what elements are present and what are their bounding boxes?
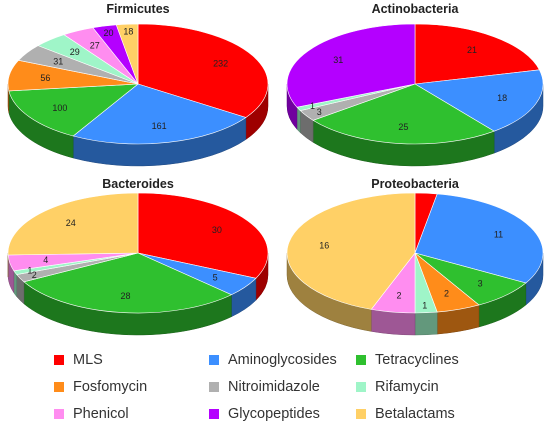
pie-slice-tetracyclines xyxy=(23,252,233,314)
data-label-aminoglycosides: 161 xyxy=(152,121,167,131)
pie-slice-aminoglycosides xyxy=(414,193,544,284)
legend-swatch xyxy=(54,409,64,419)
legend-swatch xyxy=(54,355,64,365)
legend-item-aminoglycosides: Aminoglycosides xyxy=(209,352,337,368)
legend-label: Glycopeptides xyxy=(228,406,320,422)
pie-slice-betalactams xyxy=(286,192,416,310)
legend-item-glycopeptides: Glycopeptides xyxy=(209,406,320,422)
legend: MLS Aminoglycosides Tetracyclines Fosfomyci… xyxy=(54,352,524,430)
legend-swatch xyxy=(356,355,366,365)
legend-swatch xyxy=(356,409,366,419)
pie-slice-tetracyclines xyxy=(312,83,495,145)
legend-item-phenicol: Phenicol xyxy=(54,406,129,422)
legend-swatch xyxy=(356,382,366,392)
chart-title: Actinobacteria xyxy=(372,2,460,16)
data-label-nitroimidazole: 3 xyxy=(317,107,322,117)
legend-swatch xyxy=(209,382,219,392)
pie-slice-betalactams xyxy=(115,23,139,85)
pie-slice-aminoglycosides xyxy=(414,69,544,132)
pie-chart-proteobacteria: 11 3 2 1 2 16 Proteobacteria xyxy=(286,177,544,336)
data-label-aminoglycosides: 11 xyxy=(494,230,503,240)
legend-label: Nitroimidazole xyxy=(228,379,320,395)
legend-label: Fosfomycin xyxy=(73,379,148,395)
legend-swatch xyxy=(54,382,64,392)
data-label-nitroimidazole: 31 xyxy=(53,56,63,66)
legend-item-fosfomycin: Fosfomycin xyxy=(54,379,147,395)
chart-title: Proteobacteria xyxy=(371,177,460,191)
pie-side-walls xyxy=(286,252,544,336)
data-label-fosfomycin: 2 xyxy=(444,289,449,299)
legend-item-betalactams: Betalactams xyxy=(356,406,455,422)
data-label-tetracyclines: 100 xyxy=(52,103,67,113)
pie-chart-actinobacteria: 21 18 25 31 31 Actinobacteria xyxy=(286,2,544,167)
data-label-betalactams: 24 xyxy=(66,218,76,228)
legend-label: Betalactams xyxy=(375,406,455,422)
data-label-fosfomycin: 56 xyxy=(40,73,50,83)
chart-title: Bacteroides xyxy=(102,177,174,191)
data-label-phenicol: 27 xyxy=(90,41,100,51)
legend-item-rifamycin: Rifamycin xyxy=(356,379,439,395)
pie-chart-bacteroides: 30 5 28 21 4 24 Bacteroides xyxy=(7,177,269,336)
data-label-rifamycin: 1 xyxy=(310,101,315,111)
data-label-betalactams: 16 xyxy=(319,240,329,250)
legend-item-nitroimidazole: Nitroimidazole xyxy=(209,379,320,395)
data-label-mls: 232 xyxy=(213,59,228,69)
pie-slice-betalactams xyxy=(7,192,139,256)
pie-slice-mls xyxy=(137,23,269,118)
pie-slice-mls xyxy=(137,192,269,279)
data-label-rifamycin: 1 xyxy=(27,265,32,275)
legend-label: Phenicol xyxy=(73,406,129,422)
data-label-tetracyclines: 25 xyxy=(398,122,408,132)
pie-slice-tetracyclines xyxy=(8,83,139,137)
legend-label: Rifamycin xyxy=(375,379,439,395)
data-label-aminoglycosides: 18 xyxy=(497,93,507,103)
pie-side-phenicol xyxy=(370,309,416,336)
legend-label: Tetracyclines xyxy=(375,352,459,368)
chart-title: Firmicutes xyxy=(106,2,169,16)
pie-side-walls xyxy=(7,83,269,167)
data-label-tetracyclines: 28 xyxy=(121,291,131,301)
pie-slice-glycopeptides xyxy=(286,23,416,108)
pie-slice-mls xyxy=(414,23,540,85)
pie-side-rifamycin xyxy=(296,106,301,134)
data-label-mls: 30 xyxy=(212,225,222,235)
legend-swatch xyxy=(209,355,219,365)
legend-label: Aminoglycosides xyxy=(228,352,337,368)
data-label-rifamycin: 1 xyxy=(422,301,427,311)
pie-side-rifamycin xyxy=(13,269,17,298)
legend-label: MLS xyxy=(73,352,103,368)
data-label-rifamycin: 29 xyxy=(70,47,80,57)
legend-swatch xyxy=(209,409,219,419)
pie-side-rifamycin xyxy=(414,311,438,336)
data-label-betalactams: 18 xyxy=(123,26,133,36)
data-label-mls: 21 xyxy=(467,45,477,55)
legend-item-mls: MLS xyxy=(54,352,103,368)
data-label-phenicol: 4 xyxy=(43,255,48,265)
data-label-glycopeptides: 20 xyxy=(103,28,113,38)
data-label-aminoglycosides: 5 xyxy=(213,272,218,282)
data-label-phenicol: 2 xyxy=(396,291,401,301)
data-label-tetracyclines: 3 xyxy=(478,279,483,289)
data-label-glycopeptides: 31 xyxy=(333,55,343,65)
legend-item-tetracyclines: Tetracyclines xyxy=(356,352,459,368)
data-label-nitroimidazole: 2 xyxy=(32,270,37,280)
pie-slice-aminoglycosides xyxy=(72,83,247,145)
